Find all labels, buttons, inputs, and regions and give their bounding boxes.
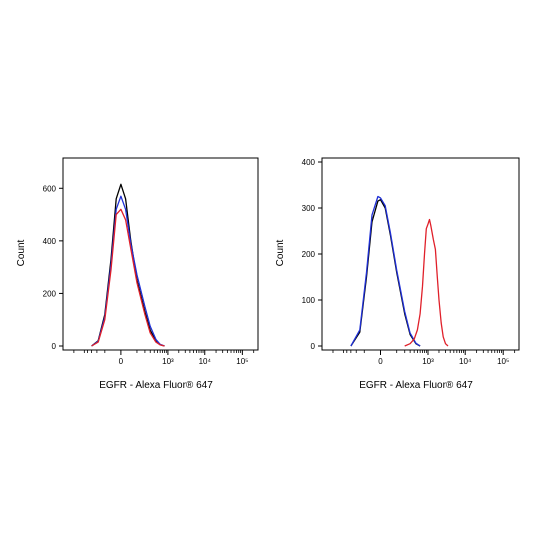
x-tick-label: 10⁵ [497,357,509,366]
series-left [91,183,165,347]
x-axis-label-right: EGFR - Alexa Fluor® 647 [359,380,473,391]
histogram-red-line [91,208,165,347]
x-tick-label: 0 [119,357,124,366]
x-tick-label: 10⁴ [459,357,472,366]
y-tick-label: 200 [43,289,57,298]
y-axis-label-left: Count [16,239,27,266]
y-tick-label: 200 [302,250,316,259]
histogram-black-line [350,199,421,347]
y-tick-label: 400 [302,158,316,167]
chart-right: Count EGFR - Alexa Fluor® 647 0 100 200 300… [275,157,520,391]
y-ticks-right: 0 100 200 300 400 [302,158,322,351]
y-tick-label: 0 [311,342,316,351]
plot-frame-right [321,157,520,351]
histogram-red-line [404,218,449,347]
histogram-blue-line [350,195,421,347]
x-ticks-left: 0 10³ 10⁴ 10⁵ [73,350,255,366]
series-right [350,195,449,347]
plot-frame-left [62,157,259,351]
y-tick-label: 100 [302,296,316,305]
y-tick-label: 400 [43,237,57,246]
x-tick-label: 10³ [162,357,174,366]
x-tick-label: 0 [378,357,383,366]
x-ticks-right: 0 10³ 10⁴ 10⁵ [332,350,516,366]
x-tick-label: 10⁴ [199,357,212,366]
y-tick-label: 0 [52,342,57,351]
x-axis-label-left: EGFR - Alexa Fluor® 647 [99,380,213,391]
x-tick-label: 10⁵ [236,357,248,366]
chart-left: Count EGFR - Alexa Fluor® 647 0 200 400 600… [16,157,259,391]
y-axis-label-right: Count [275,239,286,266]
y-ticks-left: 0 200 400 600 [43,184,63,351]
x-tick-label: 10³ [422,357,434,366]
y-tick-label: 300 [302,204,316,213]
histogram-black-line [91,183,165,347]
y-tick-label: 600 [43,184,57,193]
